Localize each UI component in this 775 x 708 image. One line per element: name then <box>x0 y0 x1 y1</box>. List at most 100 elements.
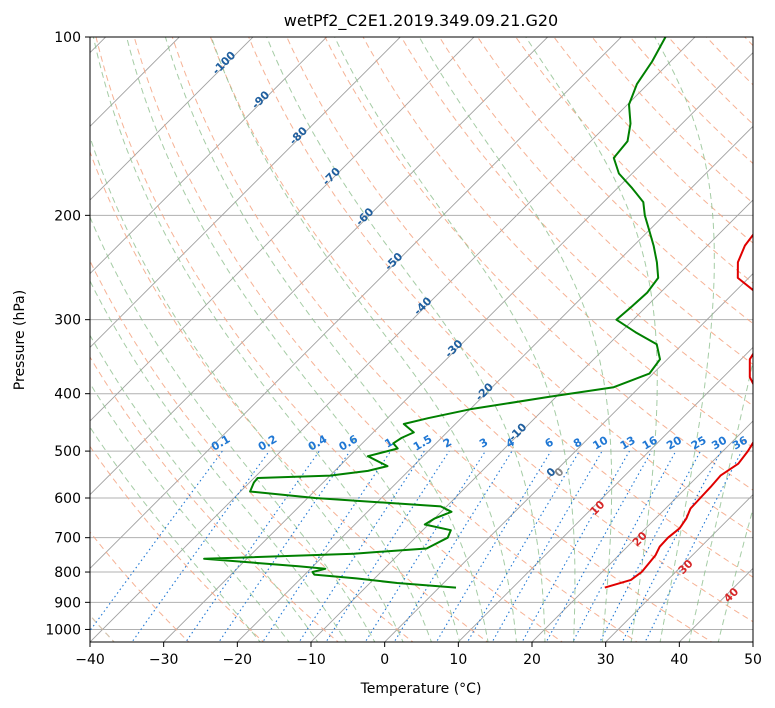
moist-adiabat-line <box>90 135 404 642</box>
y-axis-title: Pressure (hPa) <box>12 290 28 390</box>
isotherm-line <box>457 346 753 642</box>
moist-adiabat-line <box>266 37 546 642</box>
isotherm-lines <box>0 10 753 654</box>
mixing-ratio-label: 25 <box>689 434 709 453</box>
isotherm-line <box>90 37 475 422</box>
moist-adiabat-line <box>334 37 576 642</box>
isotherm-line <box>678 567 753 642</box>
mixing-ratio-line <box>491 450 603 642</box>
moist-adiabat-line <box>654 37 715 642</box>
isotherm-line <box>0 10 59 654</box>
mixing-ratio-line <box>393 450 513 642</box>
x-tick-label: −20 <box>223 652 253 668</box>
dry-adiabat-line <box>133 37 638 642</box>
moist-adiabat-line <box>418 37 613 642</box>
dry-adiabat-line <box>362 37 753 449</box>
y-tick-label: 900 <box>54 595 81 611</box>
mixing-ratio-label: 3 <box>477 436 490 451</box>
y-tick-label: 800 <box>54 565 81 581</box>
mixing-ratio-line <box>131 450 270 642</box>
dry-adiabat-line <box>90 356 340 642</box>
dry-adiabat-line <box>438 37 753 366</box>
mixing-ratio-line <box>298 450 425 642</box>
dry-adiabat-line <box>171 37 713 642</box>
x-tick-label: 10 <box>449 652 467 668</box>
mixing-ratio-label: 16 <box>640 433 660 452</box>
dry-adiabat-line <box>209 37 753 623</box>
mixing-ratio-line <box>325 450 450 642</box>
x-tick-label: 40 <box>670 652 688 668</box>
isotherm-line <box>163 52 753 642</box>
x-tick-label: −30 <box>149 652 179 668</box>
moist-adiabat-line <box>717 506 753 642</box>
skewt-temperature-label: 10 <box>587 498 607 518</box>
y-tick-label: 300 <box>54 313 81 329</box>
dry-adiabat-line <box>400 37 753 407</box>
isotherm-line <box>752 641 753 642</box>
mixing-ratio-label: 6 <box>543 435 556 450</box>
mixing-ratio-line <box>466 450 580 642</box>
isotherm-label: -60 <box>353 205 376 228</box>
y-tick-label: 200 <box>54 208 81 224</box>
dry-adiabat-line <box>756 10 775 645</box>
isotherm-label: -100 <box>210 48 239 77</box>
y-axis-ticks: 100 200 300 400 500 600 700 800 900 1000 <box>45 30 90 638</box>
mixing-ratio-lines <box>90 450 743 642</box>
x-tick-label: −10 <box>296 652 326 668</box>
y-tick-label: 400 <box>54 387 81 403</box>
dry-adiabat-line <box>90 531 190 642</box>
plot-frame <box>89 36 754 643</box>
plot-area <box>0 10 775 654</box>
dry-adiabat-line <box>629 37 753 165</box>
x-axis-ticks: −40 −30 −20 −10 0 10 20 30 40 50 <box>75 642 762 668</box>
mixing-ratio-label: 1.5 <box>411 433 434 454</box>
isotherm-label: -80 <box>287 124 310 147</box>
isotherm-line <box>310 199 753 642</box>
dry-adiabat-line <box>90 445 265 642</box>
x-tick-label: 20 <box>523 652 541 668</box>
mixing-ratio-line <box>521 450 630 642</box>
isotherm-line <box>90 37 622 569</box>
pressure-grid <box>90 36 753 630</box>
moist-adiabat-line <box>90 382 290 642</box>
mixing-ratio-label: 0.6 <box>337 432 361 453</box>
y-tick-label: 600 <box>54 491 81 507</box>
chart-title: wetPf2_C2E1.2019.349.09.21.G20 <box>284 11 558 31</box>
skewt-temperature-label: 20 <box>630 529 650 549</box>
y-tick-label: 700 <box>54 531 81 547</box>
moist-adiabat-line <box>210 37 518 642</box>
isotherm-label: -30 <box>442 337 465 360</box>
dry-adiabat-line <box>95 37 564 642</box>
dry-adiabat-line <box>744 37 753 47</box>
moist-adiabat-line <box>90 334 319 642</box>
isotherm-line <box>90 37 328 275</box>
mixing-ratio-label: 20 <box>664 433 684 452</box>
moist-adiabat-line <box>688 358 753 642</box>
mixing-ratio-line <box>621 450 722 642</box>
mixing-ratio-label: 0.2 <box>256 433 279 454</box>
isotherm-line <box>90 37 254 201</box>
isotherm-label: -90 <box>249 88 272 111</box>
dewpoint-line <box>203 37 667 589</box>
moist-adiabats <box>90 37 753 642</box>
moist-adiabat-line <box>92 37 432 642</box>
mixing-ratio-line <box>90 450 223 632</box>
dry-adiabat-line <box>553 37 753 244</box>
x-tick-label: 0 <box>380 652 389 668</box>
temperature-line <box>604 233 753 589</box>
mixing-ratio-label: 0.1 <box>209 433 232 454</box>
dry-adiabat-line <box>324 37 753 491</box>
dry-adiabat-line <box>248 37 753 578</box>
x-tick-label: 30 <box>597 652 615 668</box>
isotherm-label: -50 <box>382 250 405 273</box>
moist-adiabat-line <box>164 37 489 642</box>
mixing-ratio-label: 0.4 <box>306 432 330 453</box>
mixing-ratio-label: 2 <box>441 436 454 451</box>
sounding-series <box>203 37 753 589</box>
dry-adiabats <box>90 10 775 645</box>
x-axis-title: Temperature (°C) <box>360 681 482 697</box>
isotherm-line <box>605 494 753 642</box>
isotherm-line <box>531 420 753 642</box>
